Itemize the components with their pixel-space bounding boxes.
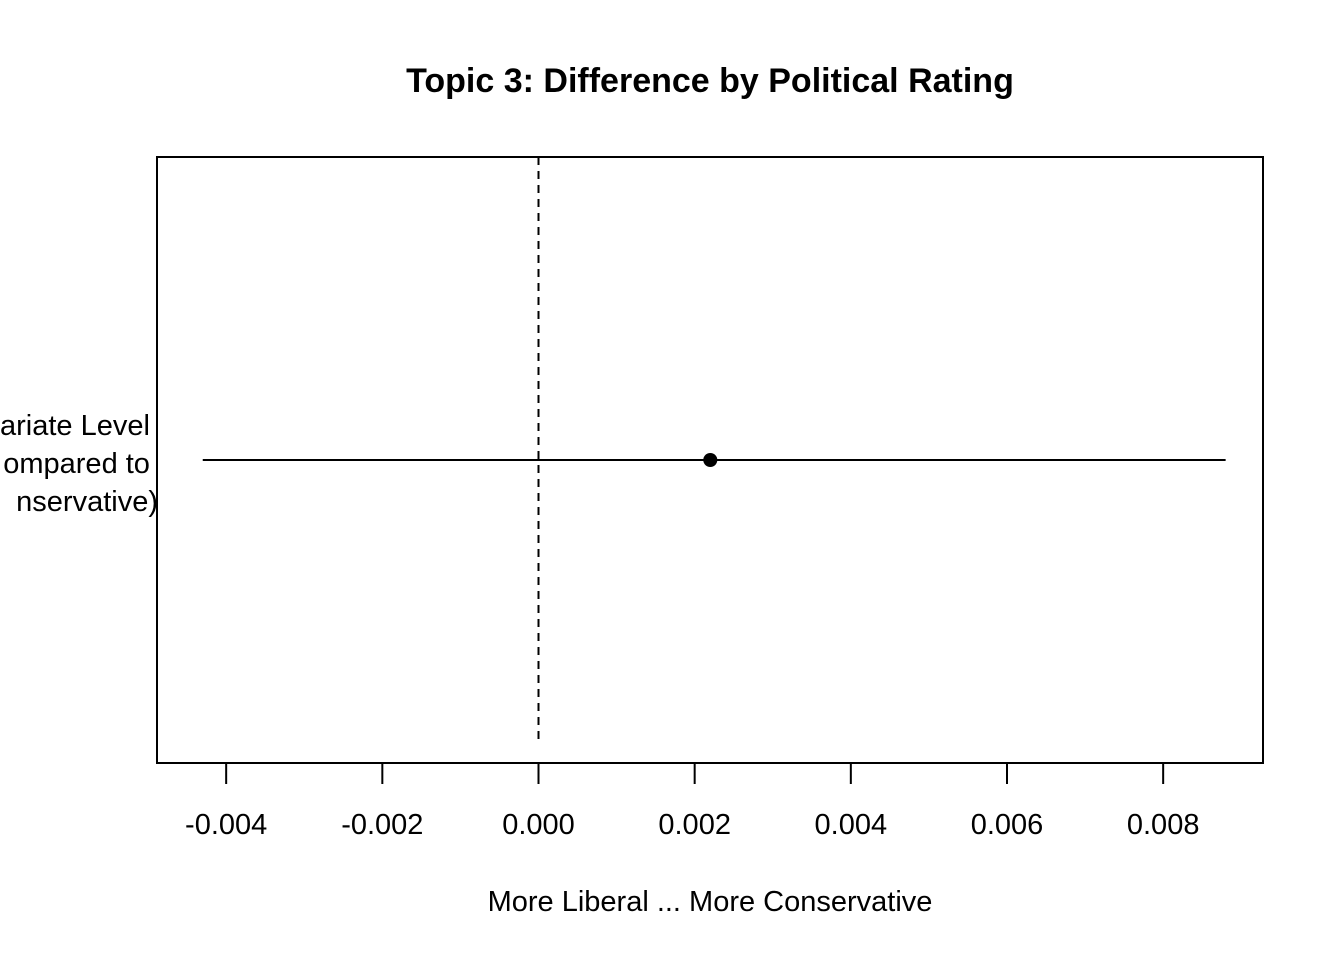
- x-tick-label: 0.000: [502, 809, 575, 841]
- x-axis: -0.004 -0.002 0.000 0.002 0.004 0.006 0.008: [185, 762, 1200, 841]
- category-label-line-3: nservative): [16, 486, 158, 518]
- category-label: ariate Level ompared to nservative): [0, 410, 158, 518]
- x-tick-label: -0.004: [185, 809, 267, 841]
- chart-title: Topic 3: Difference by Political Rating: [406, 62, 1014, 100]
- x-axis-label: More Liberal ... More Conservative: [488, 886, 933, 918]
- category-label-line-1: ariate Level: [0, 410, 150, 442]
- x-tick-label: 0.002: [658, 809, 731, 841]
- estimate-point-layer: [703, 453, 718, 467]
- estimate-point: [703, 453, 718, 467]
- x-tick-label: 0.008: [1127, 809, 1200, 841]
- category-label-line-2: ompared to: [3, 448, 150, 480]
- x-tick-label: 0.004: [815, 809, 888, 841]
- x-tick-label: 0.006: [971, 809, 1044, 841]
- x-tick-label: -0.002: [341, 809, 423, 841]
